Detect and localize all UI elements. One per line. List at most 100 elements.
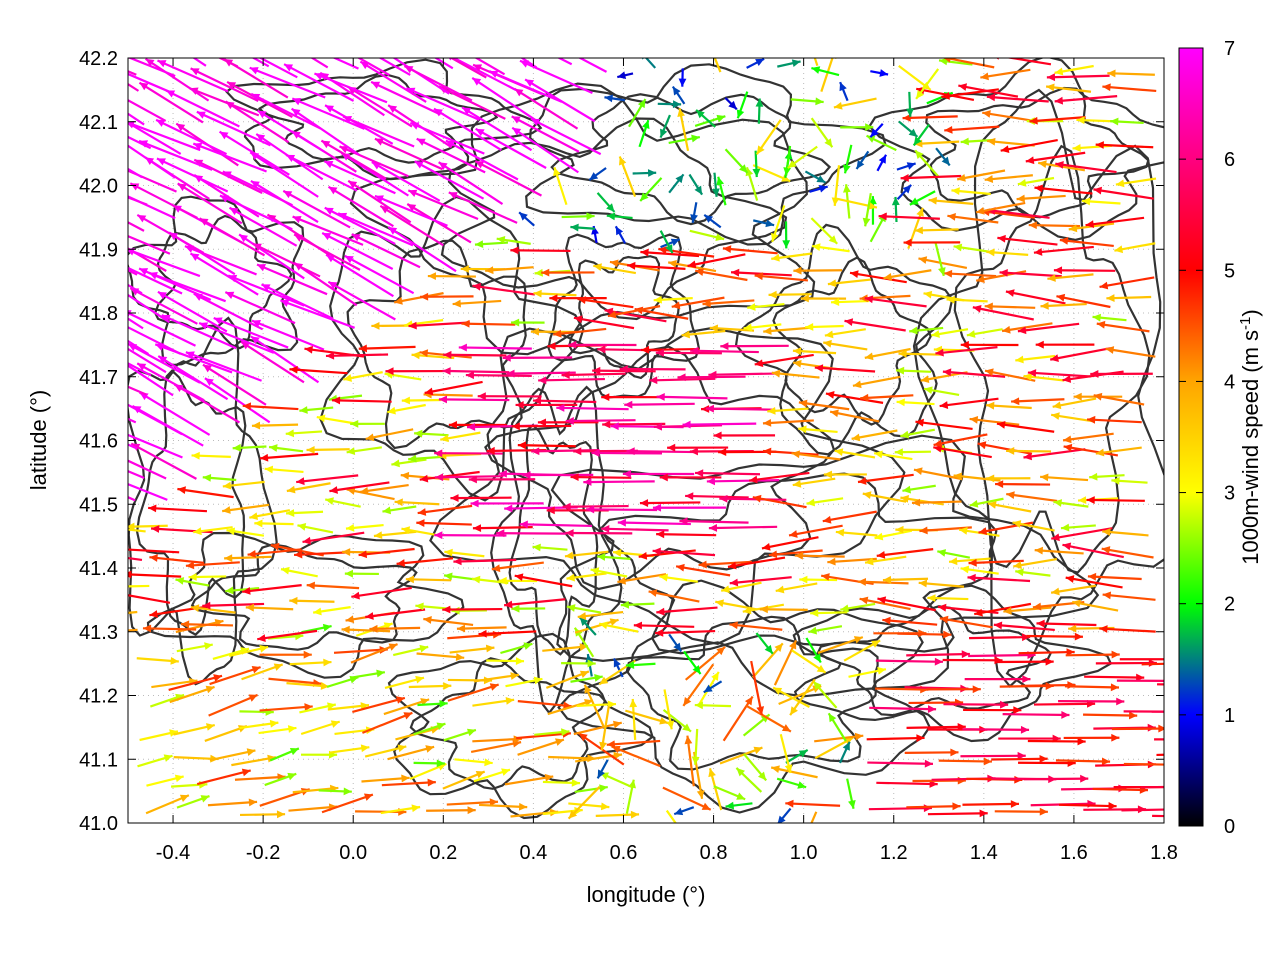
wind-arrow [534, 728, 570, 737]
wind-arrow [574, 784, 608, 794]
wind-arrow [752, 150, 761, 178]
wind-arrow [652, 547, 716, 557]
wind-arrow [369, 624, 421, 633]
colorbar-tick-label: 1 [1224, 705, 1235, 727]
wind-arrow [894, 448, 931, 457]
wind-arrow [659, 114, 671, 139]
wind-arrow [658, 246, 715, 258]
wind-arrow [438, 395, 510, 404]
wind-arrow [747, 302, 785, 311]
wind-arrow [703, 680, 723, 694]
wind-arrow [668, 134, 701, 144]
terrain-contour [429, 327, 906, 645]
wind-arrow [942, 58, 995, 69]
wind-arrow [222, 503, 270, 514]
wind-arrow [876, 154, 888, 172]
wind-arrow [198, 217, 266, 257]
wind-arrow [562, 502, 629, 511]
wind-arrow [684, 735, 695, 787]
wind-arrow [1001, 322, 1053, 334]
wind-arrow [684, 646, 726, 681]
terrain-contour [135, 369, 247, 636]
wind-arrow [866, 134, 897, 152]
wind-arrow [588, 167, 607, 181]
wind-arrow [918, 579, 965, 588]
y-tick-label: 41.3 [79, 622, 118, 644]
wind-arrow [671, 85, 686, 105]
wind-arrow [755, 119, 782, 155]
wind-arrow [834, 448, 876, 459]
wind-arrow [485, 266, 534, 275]
wind-arrow [137, 754, 173, 768]
wind-arrow [568, 802, 610, 811]
wind-arrow [813, 58, 819, 67]
wind-arrow [840, 602, 876, 613]
wind-arrow [193, 526, 233, 536]
wind-arrow [413, 759, 445, 768]
wind-arrow [690, 202, 698, 223]
wind-arrow [128, 310, 196, 347]
wind-arrow [785, 749, 809, 764]
wind-arrow [321, 231, 394, 270]
wind-arrow [472, 524, 533, 533]
wind-arrow [596, 759, 609, 779]
terrain-contour [734, 223, 954, 456]
wind-arrow [393, 292, 444, 305]
wind-arrows [128, 58, 1164, 823]
wind-arrow [364, 744, 407, 758]
wind-arrow [318, 787, 352, 796]
wind-arrow [352, 669, 386, 679]
wind-arrow [960, 565, 999, 575]
wind-arrow [204, 377, 271, 424]
wind-arrow [320, 139, 387, 180]
wind-arrow [1140, 785, 1164, 789]
wind-arrow [689, 229, 725, 242]
wind-arrow [169, 685, 215, 704]
wind-arrow [155, 118, 228, 156]
wind-arrow [746, 58, 765, 69]
wind-arrow [454, 758, 493, 767]
wind-arrow [258, 725, 297, 735]
wind-arrow [625, 661, 656, 669]
wind-arrow [1012, 520, 1055, 532]
wind-arrow [474, 240, 509, 249]
wind-arrow [261, 283, 334, 320]
wind-arrow [906, 650, 970, 659]
wind-arrow [139, 729, 179, 742]
wind-arrow [842, 144, 853, 174]
wind-arrow [844, 318, 906, 332]
wind-arrow [128, 326, 181, 355]
y-tick-label: 41.5 [79, 494, 118, 516]
wind-arrow [1017, 322, 1080, 335]
terrain-contour [625, 615, 879, 771]
wind-arrow [586, 505, 658, 514]
wind-arrow [943, 269, 997, 278]
wind-arrow [1065, 575, 1123, 589]
wind-arrow [827, 712, 847, 742]
wind-arrow [128, 196, 148, 206]
wind-arrow [242, 402, 299, 411]
wind-arrow [857, 473, 914, 485]
wind-arrow [519, 520, 592, 529]
wind-arrow [752, 164, 791, 183]
wind-arrow [639, 177, 663, 202]
wind-arrow [511, 318, 545, 327]
wind-arrow [344, 569, 379, 578]
wind-arrow [891, 196, 900, 223]
wind-arrow [673, 806, 695, 816]
wind-arrow [541, 268, 595, 277]
wind-arrow [810, 117, 834, 148]
wind-arrow [1093, 186, 1154, 200]
wind-arrow [180, 620, 234, 629]
wind-arrow [814, 732, 864, 743]
wind-arrow [720, 342, 789, 351]
wind-arrow [830, 298, 870, 306]
wind-arrow [817, 636, 864, 654]
wind-arrow [810, 217, 838, 245]
wind-arrow [553, 327, 607, 338]
wind-arrow [1040, 301, 1087, 310]
wind-arrow [966, 328, 1003, 338]
wind-arrow [662, 709, 692, 733]
terrain-contour [568, 255, 680, 380]
wind-arrow [751, 642, 784, 679]
